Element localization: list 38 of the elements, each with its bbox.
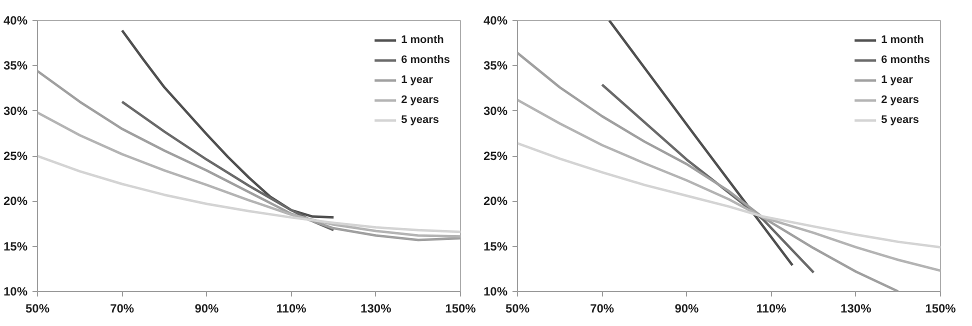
line-series: [518, 142, 940, 248]
y-tick-label: 15%: [483, 239, 508, 254]
x-tick-label: 70%: [590, 302, 614, 316]
x-tick-label: 130%: [840, 302, 872, 316]
x-tick-label: 130%: [360, 302, 392, 316]
y-tick-label: 35%: [3, 58, 28, 73]
y-tick-label: 10%: [483, 284, 508, 298]
legend-label: 2 years: [881, 94, 920, 106]
legend-label: 6 months: [401, 54, 450, 66]
x-tick-label: 110%: [276, 302, 307, 316]
x-tick-label: 90%: [194, 302, 220, 316]
y-tick-label: 40%: [3, 14, 28, 28]
y-tick-label: 15%: [3, 239, 28, 254]
x-tick-label: 150%: [445, 302, 476, 316]
legend-label: 5 years: [401, 114, 440, 126]
x-tick-label: 50%: [25, 302, 50, 316]
y-tick-label: 40%: [483, 14, 508, 28]
x-tick-label: 70%: [110, 302, 134, 316]
y-tick-label: 20%: [483, 194, 508, 208]
y-tick-label: 20%: [3, 194, 28, 208]
y-tick-label: 25%: [483, 149, 508, 163]
x-tick-label: 110%: [756, 302, 787, 316]
y-tick-label: 35%: [483, 58, 508, 73]
x-tick-label: 50%: [505, 302, 530, 316]
y-tick-label: 30%: [483, 104, 508, 118]
x-tick-label: 150%: [925, 302, 956, 316]
legend-label: 2 years: [401, 94, 440, 106]
x-tick-label: 90%: [674, 302, 700, 316]
y-tick-label: 10%: [3, 284, 28, 298]
y-tick-label: 25%: [3, 149, 28, 163]
legend-label: 1 year: [881, 74, 913, 86]
legend-label: 6 months: [881, 54, 930, 66]
y-tick-label: 30%: [3, 104, 28, 118]
legend-label: 1 year: [401, 74, 433, 86]
legend-label: 1 month: [881, 34, 924, 46]
legend-label: 1 month: [401, 34, 444, 46]
legend-label: 5 years: [881, 114, 920, 126]
line-series: [38, 154, 460, 234]
